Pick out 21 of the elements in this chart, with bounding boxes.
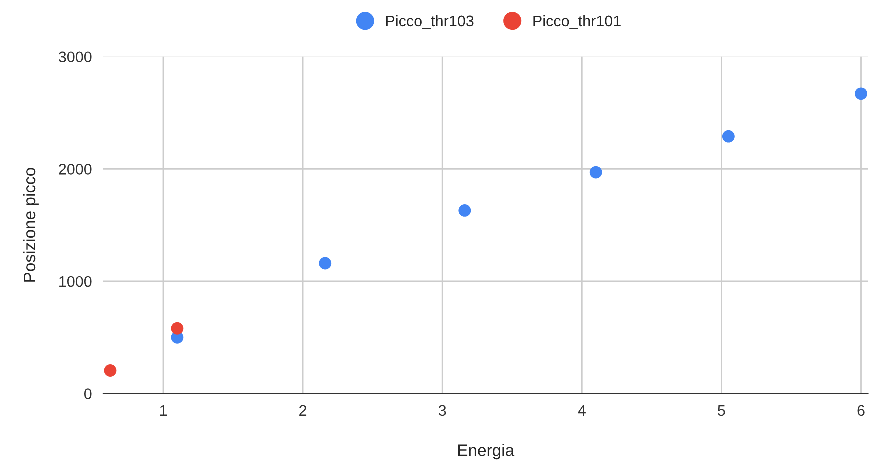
y-axis-title: Posizione picco — [23, 168, 39, 282]
point — [458, 204, 472, 217]
x-tick-label: 3 — [438, 405, 446, 416]
x-tick-label: 2 — [300, 405, 307, 416]
x-tick-label: 6 — [858, 405, 865, 416]
x-tick-label: 4 — [578, 405, 586, 416]
point — [722, 130, 735, 143]
point — [590, 166, 602, 179]
y-tick-label: 1000 — [60, 276, 92, 288]
legend-label: Picco_thr103 — [386, 15, 474, 30]
x-tick-label: 1 — [160, 405, 167, 416]
legend-label: Picco_thr101 — [534, 15, 621, 30]
point — [855, 88, 868, 100]
y-tick-label: 0 — [84, 388, 92, 400]
y-tick-label: 2000 — [59, 164, 92, 175]
point — [171, 322, 184, 335]
point — [104, 364, 117, 377]
y-tick-label: 3000 — [58, 52, 92, 63]
point — [319, 257, 332, 270]
x-tick-label: 5 — [718, 405, 726, 416]
x-axis-title: Energia — [458, 444, 515, 460]
